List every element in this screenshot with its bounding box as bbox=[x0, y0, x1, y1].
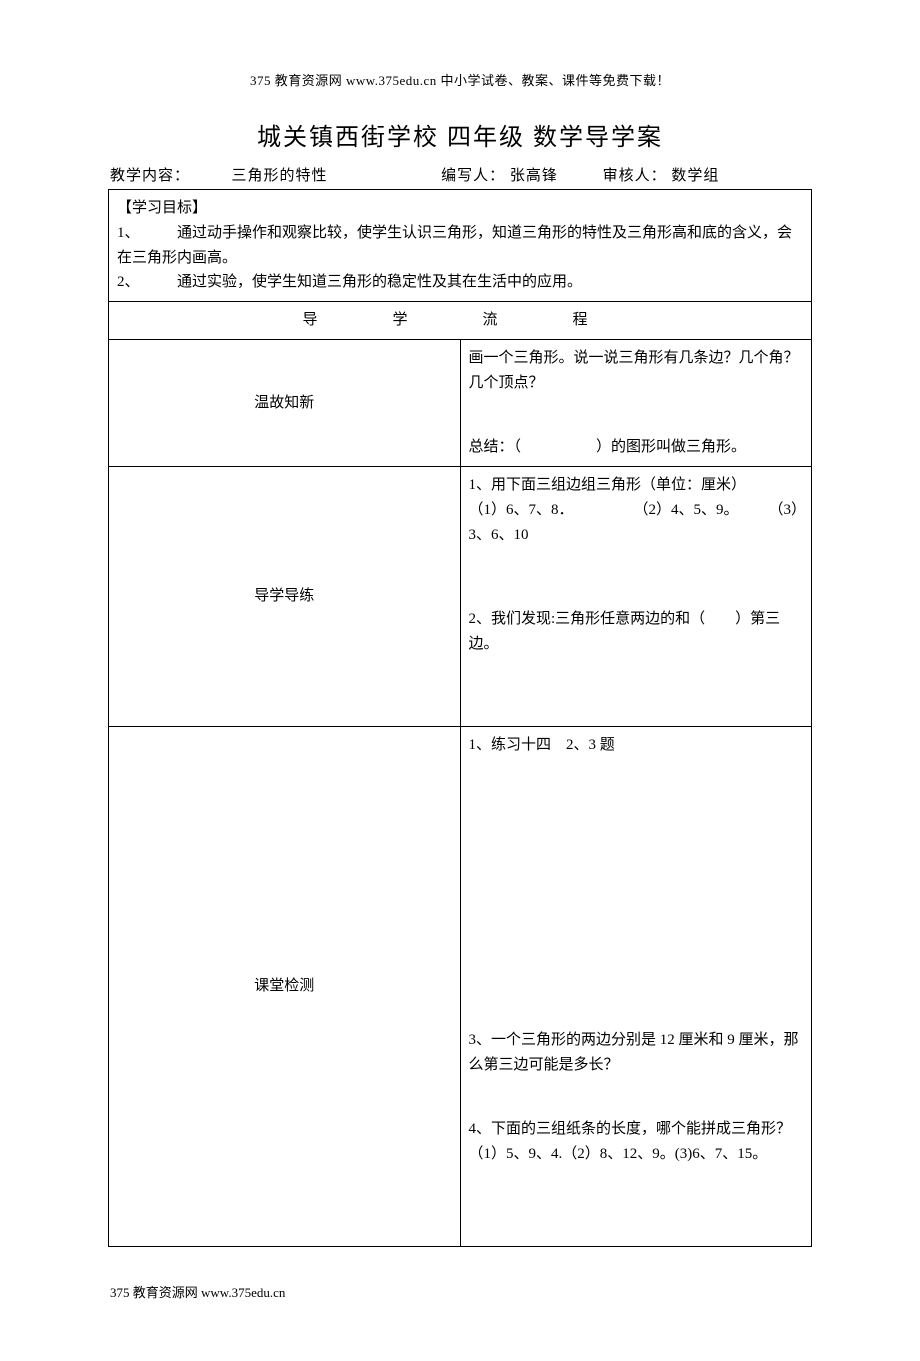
wengu-line1: 画一个三角形。说一说三角形有几条边？几个角？几个顶点？ bbox=[469, 346, 804, 396]
daoxue-content: 1、用下面三组边组三角形（单位：厘米） （1）6、7、8． （2）4、5、9。 … bbox=[460, 467, 812, 727]
document-title: 城关镇西街学校 四年级 数学导学案 bbox=[108, 117, 812, 152]
goals-text: 通过动手操作和观察比较，使学生认识三角形，知道三角形的特性及三角形高和底的含义，… bbox=[117, 225, 792, 266]
daoxue-line3: 2、我们发现:三角形任意两边的和（ ）第三边。 bbox=[469, 607, 804, 657]
wengu-row: 温故知新 画一个三角形。说一说三角形有几条边？几个角？几个顶点？ 总结：（ ）的… bbox=[109, 339, 812, 466]
goals-text: 通过实验，使学生知道三角形的稳定性及其在生活中的应用。 bbox=[177, 274, 582, 290]
daoxue-row: 导学导练 1、用下面三组边组三角形（单位：厘米） （1）6、7、8． （2）4、… bbox=[109, 467, 812, 727]
flow-header-row: 导 学 流 程 bbox=[109, 302, 812, 340]
spacer bbox=[469, 395, 804, 435]
daoxue-label: 导学导练 bbox=[109, 467, 461, 727]
ketang-content: 1、练习十四 2、3 题 3、一个三角形的两边分别是 12 厘米和 9 厘米，那… bbox=[460, 727, 812, 1247]
flow-header: 导 学 流 程 bbox=[109, 302, 812, 340]
ketang-row: 课堂检测 1、练习十四 2、3 题 3、一个三角形的两边分别是 12 厘米和 9… bbox=[109, 727, 812, 1247]
page-footer: 375 教育资源网 www.375edu.cn bbox=[108, 1282, 812, 1301]
content-value: 三角形的特性 bbox=[232, 168, 328, 184]
goals-row: 【学习目标】 1、通过动手操作和观察比较，使学生认识三角形，知道三角形的特性及三… bbox=[109, 190, 812, 302]
spacer bbox=[469, 547, 804, 607]
goals-item: 2、通过实验，使学生知道三角形的稳定性及其在生活中的应用。 bbox=[117, 270, 803, 295]
reviewer-label: 审核人： bbox=[603, 168, 667, 184]
content-label: 教学内容： bbox=[110, 168, 190, 184]
goals-num: 2、 bbox=[117, 270, 177, 295]
ketang-label: 课堂检测 bbox=[109, 727, 461, 1247]
wengu-label: 温故知新 bbox=[109, 339, 461, 466]
author-label: 编写人： bbox=[441, 168, 505, 184]
daoxue-line1: 1、用下面三组边组三角形（单位：厘米） bbox=[469, 473, 804, 498]
document-page: 375 教育资源网 www.375edu.cn 中小学试卷、教案、课件等免费下载… bbox=[0, 0, 920, 1361]
meta-spacer bbox=[195, 168, 227, 184]
goals-num: 1、 bbox=[117, 221, 177, 246]
goals-item: 1、通过动手操作和观察比较，使学生认识三角形，知道三角形的特性及三角形高和底的含… bbox=[117, 221, 803, 271]
wengu-content: 画一个三角形。说一说三角形有几条边？几个角？几个顶点？ 总结：（ ）的图形叫做三… bbox=[460, 339, 812, 466]
spacer bbox=[469, 1077, 804, 1117]
wengu-line2: 总结：（ ）的图形叫做三角形。 bbox=[469, 435, 804, 460]
ketang-line2: 3、一个三角形的两边分别是 12 厘米和 9 厘米，那么第三边可能是多长？ bbox=[469, 1028, 804, 1078]
ketang-line3: 4、下面的三组纸条的长度，哪个能拼成三角形？ bbox=[469, 1117, 804, 1142]
page-header: 375 教育资源网 www.375edu.cn 中小学试卷、教案、课件等免费下载… bbox=[108, 70, 812, 89]
author-value: 张高锋 bbox=[510, 168, 558, 184]
spacer bbox=[469, 758, 804, 1028]
ketang-line1: 1、练习十四 2、3 题 bbox=[469, 733, 804, 758]
goals-cell: 【学习目标】 1、通过动手操作和观察比较，使学生认识三角形，知道三角形的特性及三… bbox=[109, 190, 812, 302]
meta-row: 教学内容： 三角形的特性 编写人： 张高锋 审核人： 数学组 bbox=[108, 164, 812, 185]
lesson-table: 【学习目标】 1、通过动手操作和观察比较，使学生认识三角形，知道三角形的特性及三… bbox=[108, 189, 812, 1247]
ketang-line4: （1）5、9、4.（2）8、12、9。(3)6、7、15。 bbox=[469, 1142, 804, 1167]
daoxue-line2: （1）6、7、8． （2）4、5、9。 （3）3、6、10 bbox=[469, 498, 804, 548]
goals-title: 【学习目标】 bbox=[117, 196, 803, 221]
meta-spacer bbox=[372, 168, 436, 184]
reviewer-value: 数学组 bbox=[671, 168, 719, 184]
